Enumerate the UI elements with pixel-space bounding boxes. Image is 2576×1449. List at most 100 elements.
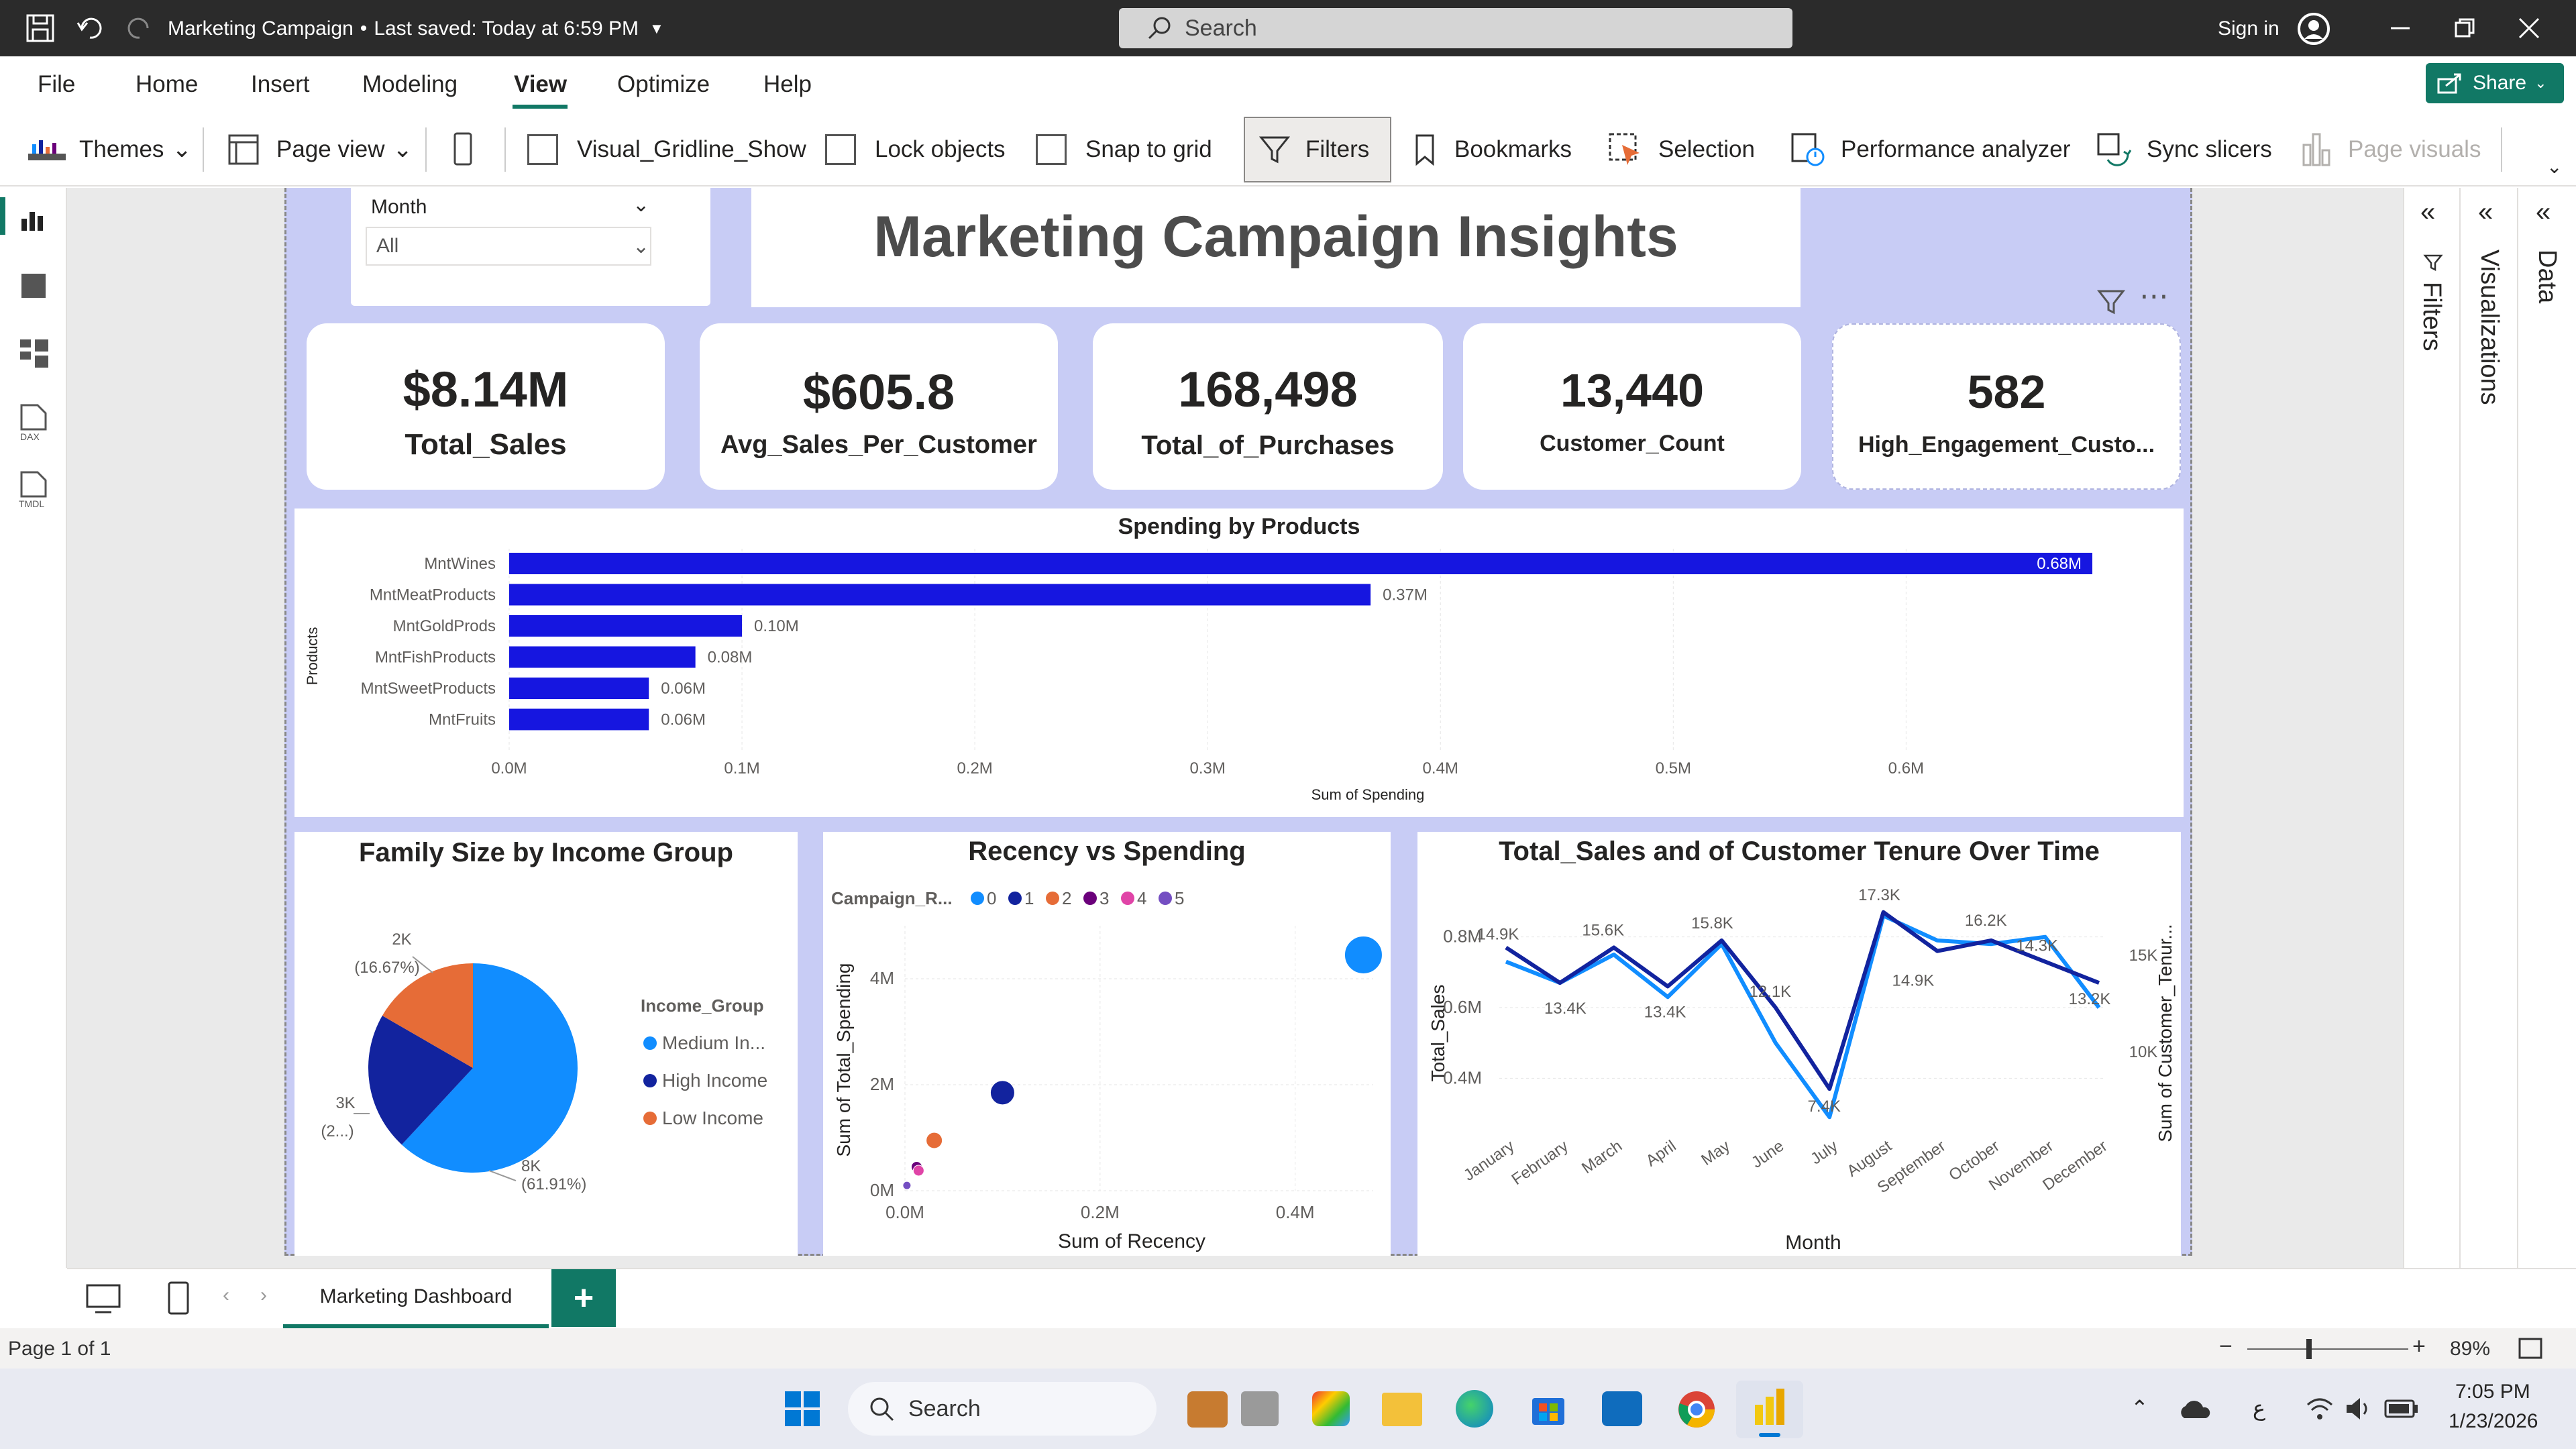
app-icon-task-view[interactable] [1241,1391,1279,1426]
x-tick-label: June [1748,1137,1787,1172]
fit-to-page-icon[interactable] [2517,1335,2544,1362]
sales-tenure-visual[interactable]: Total_Sales and of Customer Tenure Over … [1417,832,2181,1256]
edge-icon[interactable] [1456,1390,1493,1428]
power-bi-taskbar-button[interactable] [1736,1381,1803,1438]
month-slicer[interactable]: Month ⌄ All ⌄ [351,188,710,306]
expand-icon[interactable]: « [2478,197,2493,227]
recency-vs-spending-visual[interactable]: Recency vs Spending Campaign_R... 0 1 2 3 4 5 0M… [823,832,1391,1256]
menu-file[interactable]: File [38,71,76,97]
microsoft-365-icon[interactable] [1312,1391,1350,1426]
bar [509,678,649,699]
account-icon[interactable] [2297,12,2330,46]
chrome-icon[interactable] [1677,1390,1716,1429]
chevron-down-icon[interactable]: ⌄ [633,194,650,216]
share-button[interactable]: Share ⌄ [2426,63,2564,103]
chart-title: Recency vs Spending [968,837,1245,866]
file-explorer-icon[interactable] [1382,1393,1422,1426]
volume-icon[interactable] [2344,1395,2373,1422]
app-icon-food[interactable] [1187,1391,1228,1428]
microsoft-store-icon[interactable] [1529,1390,1567,1428]
close-icon[interactable] [2517,16,2541,40]
minimize-icon[interactable] [2388,16,2412,40]
zoom-out-button[interactable]: − [2219,1334,2233,1359]
search-input[interactable]: Search [1119,8,1792,48]
windows-start-icon[interactable] [784,1390,821,1428]
expand-icon[interactable]: « [2420,197,2436,227]
page-tab-marketing-dashboard[interactable]: Marketing Dashboard [283,1269,549,1328]
outlook-icon[interactable] [1602,1391,1642,1426]
sync-icon [2097,133,2132,166]
undo-icon[interactable] [75,13,105,43]
active-tab-indicator [513,105,568,109]
data-label: 13.4K [1644,1003,1686,1021]
bookmarks-button[interactable]: Bookmarks [1411,113,1572,186]
battery-icon[interactable] [2383,1395,2420,1422]
desktop-layout-icon[interactable] [85,1283,122,1316]
chevron-down-icon: ⌄ [2534,74,2547,91]
add-page-button[interactable]: + [551,1269,616,1327]
snap-to-grid-checkbox[interactable]: Snap to grid [1036,113,1212,186]
menu-insert[interactable]: Insert [251,71,310,97]
page-visuals-button[interactable]: Page visuals [2301,113,2481,186]
lock-objects-checkbox[interactable]: Lock objects [825,113,1006,186]
taskbar-search[interactable]: Search [848,1382,1157,1436]
performance-analyzer-button[interactable]: Performance analyzer [1790,113,2070,186]
filters-pane-collapsed[interactable]: « Filters [2404,188,2461,1268]
save-icon[interactable] [25,13,55,43]
filters-toggle[interactable]: Filters [1244,117,1391,182]
svg-text:TMDL: TMDL [19,498,44,509]
menu-optimize[interactable]: Optimize [617,71,710,97]
slice-label: (16.67%) [354,959,419,977]
themes-button[interactable]: Themes ⌄ [27,113,192,186]
family-size-visual[interactable]: Family Size by Income Group 8K (61.91%) 3K (… [294,832,798,1256]
series-line [1505,910,2100,1091]
kpi-value: 13,440 [1560,364,1705,417]
slicer-dropdown[interactable]: All [366,227,651,266]
data-label: 0.68M [2037,555,2082,573]
visualizations-pane-collapsed[interactable]: « Visualizations [2462,188,2518,1268]
title-bar: Marketing Campaign • Last saved: Today a… [0,0,2576,56]
sync-slicers-button[interactable]: Sync slicers [2096,113,2272,186]
dax-query-view-icon[interactable]: DAX [17,402,51,443]
mobile-layout-button[interactable] [449,113,476,186]
language-indicator[interactable]: ع [2253,1396,2266,1420]
chevron-up-icon[interactable]: ⌃ [2131,1396,2149,1420]
active-app-indicator [1759,1433,1780,1437]
chevron-down-icon[interactable]: ⌄ [633,235,650,258]
wifi-icon[interactable] [2305,1395,2334,1422]
gridline-checkbox[interactable]: Visual_Gridline_Show [527,113,806,186]
menu-modeling[interactable]: Modeling [362,71,458,97]
redo-icon[interactable] [125,13,154,43]
scatter-chart: Recency vs Spending Campaign_R... 0 1 2 3 4 5 0M… [831,837,1383,1252]
chevron-down-icon[interactable]: ▼ [649,20,664,37]
filter-icon[interactable] [2095,286,2127,318]
ribbon-expand-icon[interactable]: ⌄ [2546,156,2563,177]
selection-button[interactable]: Selection [1607,113,1755,186]
data-pane-collapsed[interactable]: « Data [2520,188,2576,1268]
more-options-icon[interactable]: ⋯ [2139,280,2169,313]
filters-pane-label: Filters [2418,282,2446,352]
zoom-slider[interactable] [2247,1348,2408,1350]
menu-view[interactable]: View [514,71,568,97]
prev-page-icon[interactable]: ‹ [223,1284,229,1306]
report-view-icon[interactable] [19,204,48,233]
sign-in-link[interactable]: Sign in [2218,17,2279,40]
table-view-icon[interactable] [19,271,48,301]
mobile-layout-icon[interactable] [165,1280,192,1318]
page-view-button[interactable]: Page view ⌄ [227,113,413,186]
model-view-icon[interactable] [17,337,51,370]
expand-icon[interactable]: « [2536,197,2551,227]
data-label: 14.3K [2016,937,2058,955]
menu-home[interactable]: Home [136,71,199,97]
restore-icon[interactable] [2453,16,2477,40]
zoom-in-button[interactable]: + [2412,1334,2426,1359]
tmdl-view-icon[interactable]: TMDL [17,470,55,510]
zoom-slider-thumb[interactable] [2306,1339,2312,1359]
next-page-icon[interactable]: › [260,1284,267,1306]
onedrive-icon[interactable] [2178,1398,2211,1421]
spending-by-products-visual[interactable]: Spending by Products 0.0M 0.1M 0.2M 0.3M 0.4M… [294,508,2184,817]
menu-help[interactable]: Help [763,71,812,97]
document-title[interactable]: Marketing Campaign [168,17,354,40]
page-visuals-icon [2302,133,2330,166]
data-label: 13.4K [1544,1000,1587,1018]
